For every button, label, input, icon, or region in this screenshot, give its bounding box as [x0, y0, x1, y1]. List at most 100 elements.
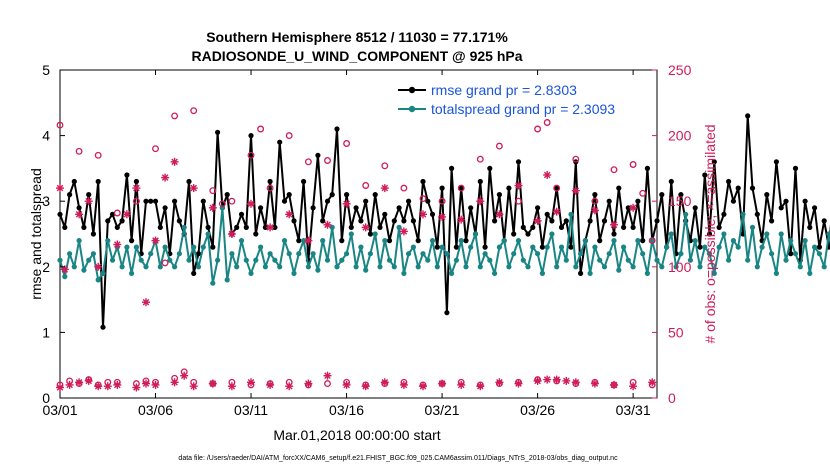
rmse-point: [296, 238, 302, 244]
totalspread-point: [248, 270, 254, 276]
totalspread-point: [616, 267, 622, 273]
rmse-point: [57, 211, 63, 217]
rmse-point: [625, 205, 631, 211]
obs-assimilated-point: [208, 379, 217, 388]
rmse-point: [635, 198, 641, 204]
totalspread-point: [578, 251, 584, 257]
obs-assimilated-point: [304, 379, 313, 388]
obs-possible-point: [400, 184, 408, 192]
totalspread-point: [778, 231, 784, 237]
obs-possible-point: [553, 184, 561, 192]
y-tick-label: 4: [42, 128, 50, 144]
rmse-point: [243, 224, 249, 230]
obs-assimilated-point: [438, 212, 447, 221]
rmse-point: [224, 192, 230, 198]
totalspread-point: [162, 244, 168, 250]
obs-assimilated-point: [457, 380, 466, 389]
totalspread-point: [391, 264, 397, 270]
obs-possible-point: [228, 197, 236, 205]
obs-assimilated-point: [285, 382, 294, 391]
totalspread-point: [582, 238, 589, 244]
totalspread-point: [558, 244, 565, 250]
totalspread-point: [730, 238, 737, 244]
totalspread-point: [81, 267, 87, 273]
obs-assimilated-point: [533, 376, 542, 385]
rmse-point: [186, 178, 192, 185]
totalspread-point: [773, 270, 780, 276]
totalspread-point: [802, 238, 808, 244]
obs-assimilated-point: [170, 157, 179, 166]
totalspread-point: [172, 264, 178, 270]
totalspread-point: [339, 257, 345, 263]
obs-possible-point: [610, 166, 618, 174]
totalspread-point: [792, 251, 799, 257]
totalspread-point: [826, 231, 830, 237]
totalspread-point: [191, 244, 197, 250]
totalspread-point: [305, 264, 311, 270]
totalspread-point: [644, 270, 651, 276]
totalspread-point: [324, 257, 331, 263]
obs-possible-point: [534, 125, 542, 133]
rmse-point: [90, 231, 96, 237]
rmse-point: [406, 198, 412, 204]
rmse-point: [86, 192, 92, 198]
rmse-point: [812, 205, 818, 211]
rmse-point: [353, 205, 359, 211]
totalspread-point: [434, 264, 440, 270]
totalspread-point: [754, 264, 760, 270]
totalspread-point: [210, 280, 216, 286]
rmse-point: [162, 205, 168, 211]
totalspread-point: [344, 251, 350, 257]
rmse-point: [764, 192, 770, 198]
rmse-point: [616, 185, 622, 191]
totalspread-point: [697, 264, 703, 270]
totalspread-point: [363, 267, 369, 273]
totalspread-point: [272, 257, 278, 263]
rmse-point: [363, 198, 369, 204]
totalspread-point: [611, 238, 617, 244]
rmse-point: [152, 198, 159, 204]
totalspread-point: [592, 244, 598, 250]
obs-assimilated-point: [476, 382, 485, 391]
rmse-point: [554, 185, 560, 191]
obs-assimilated-point: [552, 375, 561, 384]
totalspread-point: [640, 251, 646, 257]
rmse-point: [277, 139, 283, 145]
totalspread-point: [138, 257, 144, 263]
totalspread-point: [176, 251, 182, 257]
rmse-point: [544, 211, 550, 217]
rmse-point: [702, 172, 708, 178]
totalspread-point: [797, 264, 803, 270]
obs-assimilated-point: [247, 199, 255, 208]
rmse-point: [439, 185, 445, 191]
obs-assimilated-point: [113, 240, 122, 249]
legend-box: [395, 79, 647, 119]
totalspread-point: [472, 231, 479, 237]
rmse-point: [659, 192, 665, 198]
obs-assimilated-point: [361, 382, 370, 391]
rmse-point: [549, 218, 555, 224]
totalspread-point: [458, 238, 464, 244]
totalspread-point: [664, 244, 670, 250]
rmse-point: [320, 218, 326, 224]
rmse-point: [644, 165, 651, 171]
totalspread-point: [410, 244, 416, 250]
obs-possible-point: [476, 155, 484, 163]
legend-spread-marker: [408, 105, 416, 113]
obs-possible-point: [152, 145, 159, 153]
totalspread-point: [90, 251, 96, 257]
x-tick-label: 03/06: [138, 402, 173, 418]
obs-possible-point: [218, 200, 226, 208]
totalspread-point: [358, 244, 364, 250]
rmse-point: [621, 224, 627, 230]
rmse-point: [157, 224, 163, 230]
rmse-point: [601, 218, 608, 224]
totalspread-point: [296, 251, 302, 257]
totalspread-point: [186, 257, 192, 263]
rmse-point: [749, 185, 756, 191]
totalspread-point: [807, 270, 813, 276]
obs-assimilated-point: [543, 171, 552, 179]
totalspread-point: [105, 238, 111, 244]
totalspread-point: [587, 270, 593, 276]
